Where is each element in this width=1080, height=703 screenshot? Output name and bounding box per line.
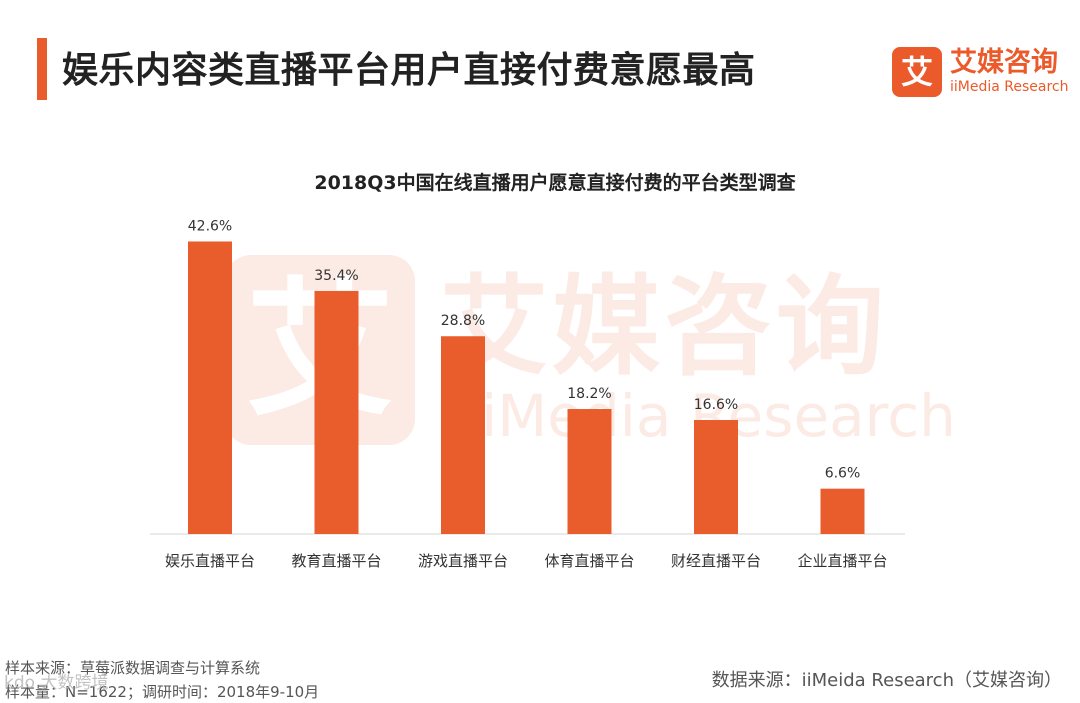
data-source-text: 数据来源：iiMeida Research（艾媒咨询）: [711, 670, 1062, 691]
sample-source-block: 样本来源：草莓派数据调查与计算系统 样本量：N=1622；调研时间：2018年9…: [5, 656, 319, 703]
data-label-5: 16.6%: [694, 397, 738, 413]
corner-watermark-text: kdo 大数跨境: [4, 673, 109, 693]
logo-name-en: iiMedia Research: [950, 79, 1069, 95]
brand-logo: 艾 艾媒咨询 iiMedia Research: [892, 47, 1072, 97]
logo-mark: 艾: [892, 47, 942, 97]
x-tick-label-2: 教育直播平台: [291, 552, 381, 570]
bar-3: [441, 336, 485, 534]
chart-title: 2018Q3中国在线直播用户愿意直接付费的平台类型调查: [314, 171, 796, 194]
data-label-4: 18.2%: [567, 386, 611, 402]
logo-name-cn: 艾媒咨询: [950, 47, 1058, 78]
bar-2: [314, 290, 359, 534]
x-tick-label-4: 体育直播平台: [544, 552, 634, 570]
x-tick-label-1: 娱乐直播平台: [165, 552, 255, 570]
sample-source-text: 样本来源：草莓派数据调查与计算系统: [5, 659, 261, 677]
title-accent-bar: [37, 38, 47, 100]
x-tick-label-5: 财经直播平台: [671, 552, 761, 570]
data-label-1: 42.6%: [188, 218, 232, 234]
x-tick-label-6: 企业直播平台: [797, 552, 887, 570]
bar-6: [820, 488, 865, 534]
data-label-3: 28.8%: [441, 313, 485, 329]
x-tick-label-3: 游戏直播平台: [418, 552, 508, 570]
data-label-2: 35.4%: [314, 268, 358, 284]
page-title: 娱乐内容类直播平台用户直接付费意愿最高: [62, 50, 756, 91]
bar-4: [567, 409, 612, 534]
bar-5: [694, 420, 738, 534]
bar-1: [188, 241, 232, 534]
bar-chart: 2018Q3中国在线直播用户愿意直接付费的平台类型调查 42.6% 娱乐直播平台 35…: [150, 171, 905, 570]
data-label-6: 6.6%: [825, 466, 861, 482]
sample-info-text: 样本量：N=1622；调研时间：2018年9-10月: [5, 683, 320, 701]
